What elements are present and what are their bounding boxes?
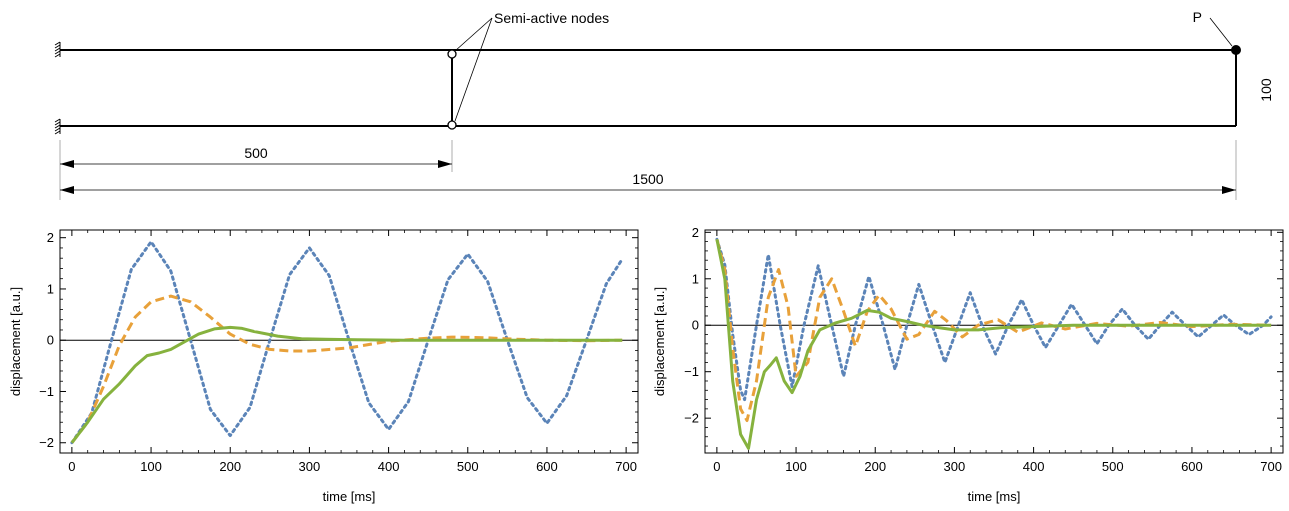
dim-label-1500: 1500 — [632, 171, 663, 187]
beam-diagram — [54, 17, 1241, 200]
point-p-leader — [1209, 17, 1233, 47]
chart-0-y-tick-label: 1 — [47, 281, 54, 296]
chart-0-y-tick-label: 2 — [47, 230, 54, 245]
chart-0-x-tick-label: 100 — [140, 459, 162, 474]
fixed-support-bottom — [54, 118, 61, 135]
chart-1-x-tick-label: 500 — [1102, 459, 1124, 474]
chart-1-series-dotted — [715, 237, 1273, 402]
semi-active-nodes-label: Semi-active nodes — [494, 10, 609, 26]
chart-1-y-tick-label: 1 — [692, 271, 699, 286]
chart-0-series-dotted — [70, 240, 624, 445]
chart-left: 0 100 200 300 400 500 600 700 −2 −1 0 1 2 time [ms] di… — [8, 229, 639, 504]
fixed-support-top — [54, 41, 61, 58]
chart-0-x-tick-label: 500 — [457, 459, 479, 474]
chart-0-y-tick-label: −2 — [39, 435, 54, 450]
chart-1-y-tick-label: 2 — [692, 225, 699, 240]
chart-1-y-tick-label: −2 — [684, 411, 699, 426]
chart-0-x-tick-label: 0 — [68, 459, 75, 474]
chart-0-y-tick-label: −1 — [39, 384, 54, 399]
semi-active-node-bottom — [447, 120, 457, 130]
chart-1-x-tick-label: 100 — [785, 459, 807, 474]
chart-0-x-axis-label: time [ms] — [323, 489, 376, 504]
dim-arrow-500-right — [438, 160, 452, 168]
dim-arrow-1500-left — [60, 186, 74, 194]
chart-1-x-tick-label: 0 — [713, 459, 720, 474]
chart-0-series-solid — [70, 325, 623, 444]
chart-1-y-tick-label: −1 — [684, 364, 699, 379]
chart-0-x-tick-label: 400 — [378, 459, 400, 474]
chart-0-x-tick-label: 200 — [219, 459, 241, 474]
chart-1-series-dashed — [715, 238, 1272, 422]
node-leader-top — [454, 17, 493, 52]
chart-0-frame — [59, 229, 639, 454]
point-p-label: P — [1193, 9, 1202, 25]
chart-1-frame — [704, 229, 1284, 454]
chart-0-x-tick-label: 300 — [299, 459, 321, 474]
chart-0-x-tick-label: 700 — [615, 459, 637, 474]
chart-0-y-axis-label: displacement [a.u.] — [8, 287, 23, 396]
chart-1-x-tick-label: 600 — [1181, 459, 1203, 474]
chart-right: 0 100 200 300 400 500 600 700 −2 −1 0 1 2 time [ms] di… — [652, 225, 1284, 504]
chart-1-y-tick-label: 0 — [692, 318, 699, 333]
chart-1-x-tick-label: 200 — [864, 459, 886, 474]
semi-active-node-top — [447, 49, 457, 59]
node-leader-bottom — [454, 17, 493, 122]
chart-0-x-tick-label: 600 — [536, 459, 558, 474]
dim-arrow-1500-right — [1222, 186, 1236, 194]
chart-1-series-solid — [715, 239, 1272, 450]
chart-0-y-tick-label: 0 — [47, 333, 54, 348]
chart-1-x-axis-label: time [ms] — [968, 489, 1021, 504]
chart-1-y-axis-label: displacement [a.u.] — [652, 287, 667, 396]
chart-1-x-tick-label: 300 — [944, 459, 966, 474]
chart-1-x-tick-label: 400 — [1023, 459, 1045, 474]
dim-label-500: 500 — [244, 145, 268, 161]
chart-0-series-dashed — [70, 294, 623, 444]
point-p-marker — [1231, 45, 1241, 55]
dim-label-100: 100 — [1258, 78, 1274, 102]
dim-arrow-500-left — [60, 160, 74, 168]
chart-1-x-tick-label: 700 — [1260, 459, 1282, 474]
